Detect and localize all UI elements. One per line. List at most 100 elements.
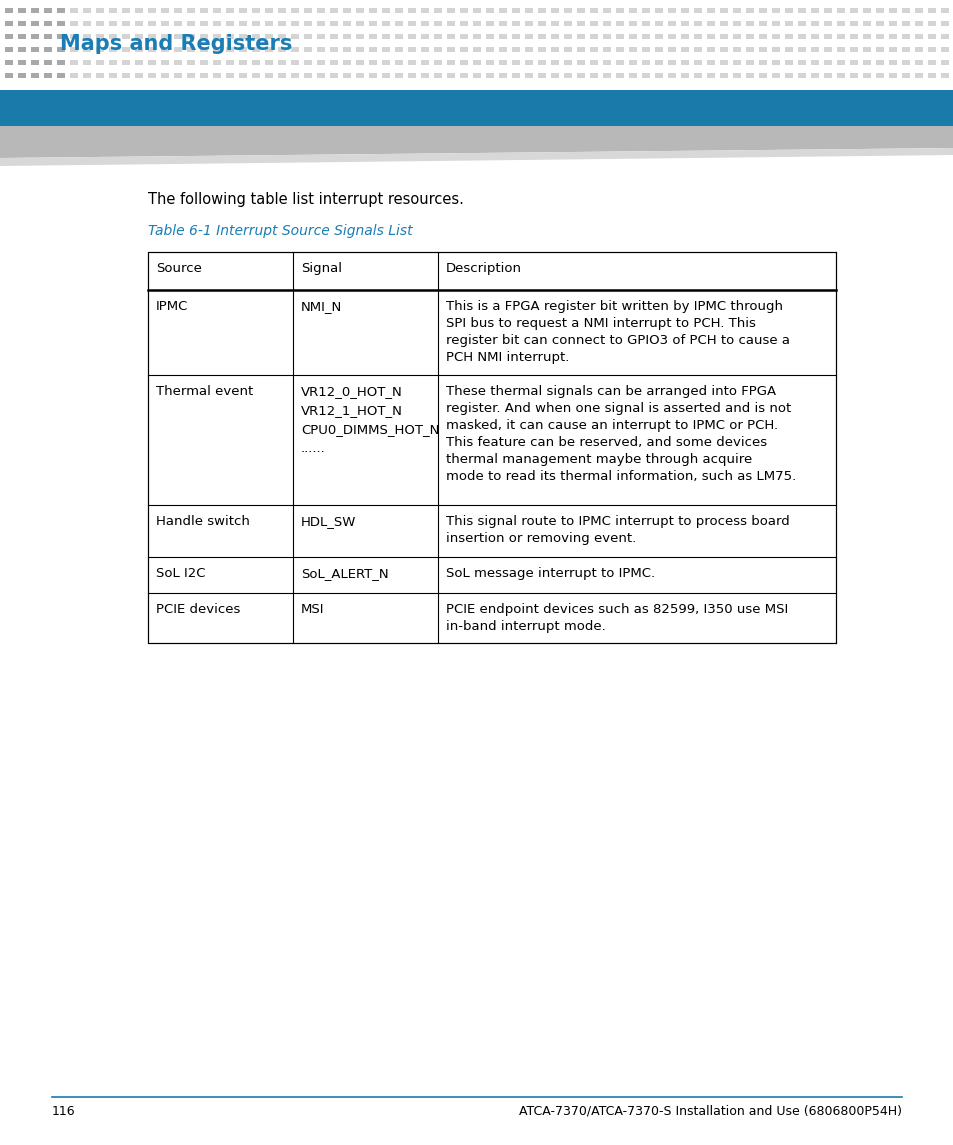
Bar — [641, 8, 649, 13]
Bar — [849, 34, 857, 39]
Text: Thermal event: Thermal event — [156, 385, 253, 398]
Bar — [628, 34, 637, 39]
Bar — [875, 73, 883, 78]
Bar — [914, 8, 923, 13]
Bar — [420, 21, 429, 26]
Bar — [291, 47, 298, 52]
Bar — [5, 60, 13, 65]
Bar — [291, 73, 298, 78]
Bar — [940, 8, 948, 13]
Bar — [330, 21, 337, 26]
Bar — [109, 21, 117, 26]
Bar — [57, 47, 65, 52]
Bar — [420, 60, 429, 65]
Bar — [44, 8, 52, 13]
Bar — [316, 34, 325, 39]
Bar — [888, 73, 896, 78]
Bar — [5, 47, 13, 52]
Bar — [434, 8, 441, 13]
Text: Handle switch: Handle switch — [156, 515, 250, 528]
Bar — [109, 47, 117, 52]
Bar — [524, 47, 533, 52]
Bar — [577, 34, 584, 39]
Bar — [291, 21, 298, 26]
Bar — [304, 47, 312, 52]
Bar — [797, 47, 805, 52]
Bar — [96, 8, 104, 13]
Text: Table 6-1 Interrupt Source Signals List: Table 6-1 Interrupt Source Signals List — [148, 224, 413, 238]
Bar — [395, 8, 402, 13]
Bar — [589, 8, 598, 13]
Bar — [524, 73, 533, 78]
Bar — [784, 21, 792, 26]
Bar — [434, 21, 441, 26]
Bar — [498, 34, 506, 39]
Bar — [655, 8, 662, 13]
Bar — [667, 47, 676, 52]
Bar — [784, 47, 792, 52]
Bar — [434, 34, 441, 39]
Bar — [888, 8, 896, 13]
Bar — [551, 73, 558, 78]
Bar — [369, 8, 376, 13]
Bar — [459, 47, 468, 52]
Bar — [732, 60, 740, 65]
Bar — [316, 60, 325, 65]
Bar — [732, 21, 740, 26]
Bar — [823, 34, 831, 39]
Bar — [563, 47, 572, 52]
Bar — [473, 73, 480, 78]
Bar — [616, 34, 623, 39]
Bar — [395, 47, 402, 52]
Bar — [901, 60, 909, 65]
Bar — [759, 21, 766, 26]
Bar — [369, 34, 376, 39]
Bar — [693, 60, 701, 65]
Bar — [641, 34, 649, 39]
Bar — [122, 73, 130, 78]
Bar — [18, 73, 26, 78]
Bar — [927, 21, 935, 26]
Bar — [343, 21, 351, 26]
Text: PCIE endpoint devices such as 82599, I350 use MSI
in-band interrupt mode.: PCIE endpoint devices such as 82599, I35… — [446, 603, 787, 633]
Bar — [759, 60, 766, 65]
Bar — [732, 73, 740, 78]
Bar — [602, 34, 610, 39]
Text: PCIE devices: PCIE devices — [156, 603, 240, 616]
Bar — [355, 73, 364, 78]
Bar — [720, 34, 727, 39]
Bar — [18, 60, 26, 65]
Bar — [810, 34, 818, 39]
Bar — [109, 8, 117, 13]
Bar — [602, 60, 610, 65]
Bar — [616, 8, 623, 13]
Bar — [173, 8, 182, 13]
Bar — [551, 8, 558, 13]
Bar — [44, 60, 52, 65]
Bar — [381, 21, 390, 26]
Bar — [720, 60, 727, 65]
Bar — [836, 73, 844, 78]
Bar — [316, 21, 325, 26]
Bar — [901, 8, 909, 13]
Bar — [823, 47, 831, 52]
Bar — [875, 60, 883, 65]
Bar — [875, 34, 883, 39]
Bar — [57, 21, 65, 26]
Bar — [823, 73, 831, 78]
Bar — [745, 73, 753, 78]
Bar — [680, 47, 688, 52]
Bar — [265, 60, 273, 65]
Bar — [226, 47, 233, 52]
Bar — [745, 47, 753, 52]
Bar — [420, 8, 429, 13]
Bar — [862, 60, 870, 65]
Text: VR12_0_HOT_N
VR12_1_HOT_N
CPU0_DIMMS_HOT_N
......: VR12_0_HOT_N VR12_1_HOT_N CPU0_DIMMS_HOT… — [301, 385, 439, 455]
Bar — [265, 8, 273, 13]
Bar — [680, 34, 688, 39]
Bar — [485, 47, 494, 52]
Bar — [57, 34, 65, 39]
Bar — [252, 60, 260, 65]
Bar — [187, 34, 194, 39]
Bar — [706, 60, 714, 65]
